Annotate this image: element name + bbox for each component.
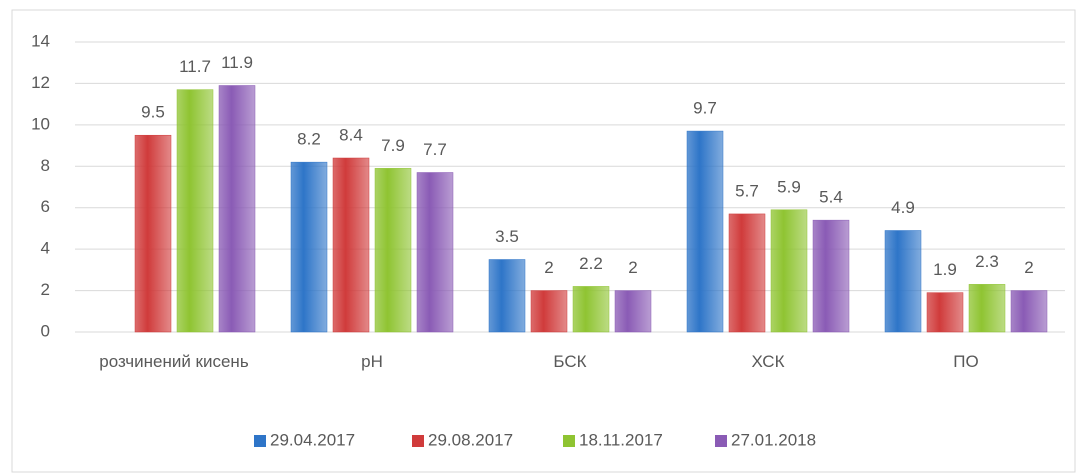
legend-swatch bbox=[254, 435, 266, 447]
data-label: 9.7 bbox=[693, 99, 717, 118]
bar bbox=[374, 168, 412, 333]
data-label: 11.9 bbox=[221, 53, 253, 72]
data-label: 5.4 bbox=[819, 188, 843, 207]
bar bbox=[812, 219, 850, 333]
bar bbox=[176, 89, 214, 333]
bar bbox=[884, 230, 922, 333]
data-label: 5.9 bbox=[777, 177, 801, 196]
x-tick-label: pH bbox=[361, 352, 383, 371]
data-label: 2 bbox=[1024, 258, 1033, 277]
bar bbox=[1010, 290, 1048, 333]
data-label: 9.5 bbox=[141, 103, 165, 122]
bar bbox=[488, 259, 526, 333]
x-tick-label: БСК bbox=[553, 352, 587, 371]
y-tick-label: 6 bbox=[41, 197, 50, 216]
y-tick-label: 0 bbox=[41, 321, 50, 340]
data-label: 8.2 bbox=[297, 130, 321, 149]
data-label: 2 bbox=[544, 258, 553, 277]
y-tick-label: 12 bbox=[31, 73, 50, 92]
bar bbox=[614, 290, 652, 333]
bar bbox=[218, 85, 256, 333]
bar bbox=[770, 209, 808, 333]
y-tick-label: 14 bbox=[31, 31, 50, 50]
bar bbox=[290, 161, 328, 333]
legend-label: 27.01.2018 bbox=[731, 430, 816, 449]
data-label: 8.4 bbox=[339, 125, 363, 144]
legend-swatch bbox=[412, 435, 424, 447]
data-label: 1.9 bbox=[933, 260, 957, 279]
data-label: 2 bbox=[628, 258, 637, 277]
bar bbox=[572, 286, 610, 333]
data-label: 3.5 bbox=[495, 227, 519, 246]
bar bbox=[134, 134, 172, 333]
data-label: 2.2 bbox=[579, 254, 603, 273]
y-tick-label: 10 bbox=[31, 114, 50, 133]
x-tick-label: розчинений кисень bbox=[99, 352, 249, 371]
data-label: 2.3 bbox=[975, 252, 999, 271]
data-label: 7.9 bbox=[381, 136, 405, 155]
legend-label: 29.08.2017 bbox=[428, 430, 513, 449]
legend-swatch bbox=[715, 435, 727, 447]
legend-label: 18.11.2017 bbox=[579, 430, 663, 449]
legend-swatch bbox=[563, 435, 575, 447]
y-tick-label: 4 bbox=[41, 239, 50, 258]
data-label: 4.9 bbox=[891, 198, 915, 217]
x-tick-label: ХСК bbox=[751, 352, 785, 371]
bar bbox=[416, 172, 454, 333]
bar bbox=[968, 284, 1006, 333]
data-label: 11.7 bbox=[179, 57, 211, 76]
y-tick-label: 2 bbox=[41, 280, 50, 299]
x-tick-label: ПО bbox=[953, 352, 979, 371]
legend-label: 29.04.2017 bbox=[270, 430, 355, 449]
bar bbox=[332, 157, 370, 333]
bar bbox=[728, 213, 766, 333]
data-label: 7.7 bbox=[423, 140, 447, 159]
data-label: 5.7 bbox=[735, 181, 759, 200]
bar bbox=[686, 130, 724, 333]
bar bbox=[926, 292, 964, 333]
y-tick-label: 8 bbox=[41, 156, 50, 175]
bar bbox=[530, 290, 568, 333]
